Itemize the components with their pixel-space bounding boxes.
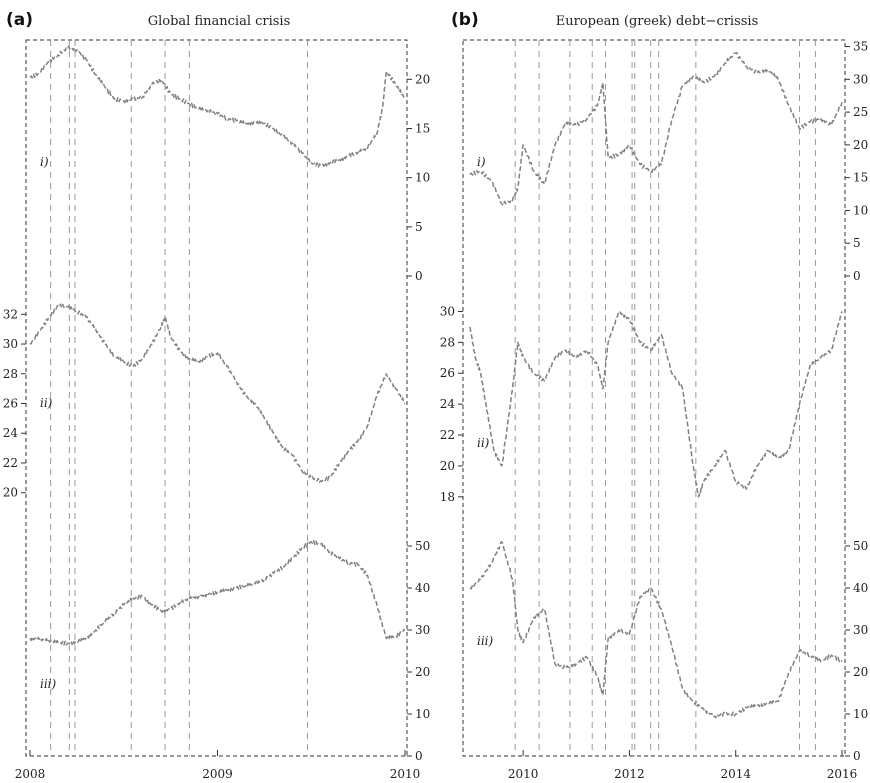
y-tick-label: 20: [853, 138, 868, 152]
x-tick-label: 2012: [614, 767, 645, 781]
y-tick-label: 10: [853, 707, 868, 721]
series-label: ii): [40, 396, 53, 410]
y-tick-label: 25: [853, 105, 868, 119]
y-tick-label: 20: [853, 665, 868, 679]
y-tick-label: 22: [3, 456, 18, 470]
y-tick-label: 15: [415, 122, 430, 136]
panel-frame: [25, 39, 408, 757]
panel-label: (b): [451, 10, 479, 30]
y-tick-label: 26: [440, 366, 455, 380]
y-tick-label: 10: [415, 171, 430, 185]
y-tick-label: 0: [415, 749, 423, 763]
y-tick-label: 20: [440, 459, 455, 473]
y-tick-label: 10: [415, 707, 430, 721]
y-tick-label: 20: [3, 486, 18, 500]
panel-label: (a): [6, 10, 33, 30]
series-label: ii): [477, 436, 490, 450]
y-tick-label: 20: [415, 72, 430, 86]
series-line-ii: [29, 303, 406, 483]
y-tick-label: 28: [440, 335, 455, 349]
y-tick-label: 24: [3, 426, 19, 440]
y-tick-label: 18: [440, 490, 455, 504]
y-tick-label: 30: [853, 623, 868, 637]
y-tick-label: 5: [415, 220, 423, 234]
y-tick-label: 30: [853, 72, 868, 86]
y-tick-label: 5: [853, 236, 861, 250]
y-tick-label: 0: [853, 749, 861, 763]
series-label: iii): [40, 677, 57, 691]
y-tick-label: 24: [440, 397, 456, 411]
y-tick-label: 30: [3, 337, 18, 351]
y-tick-label: 10: [853, 203, 868, 217]
chart-title: European (greek) debt−crissis: [556, 14, 759, 29]
x-tick-label: 2010: [508, 767, 539, 781]
y-tick-label: 20: [415, 665, 430, 679]
y-tick-label: 40: [415, 581, 430, 595]
series-label: i): [477, 155, 486, 169]
x-tick-label: 2008: [15, 767, 46, 781]
y-tick-label: 0: [853, 269, 861, 283]
chart-title: Global financial crisis: [148, 14, 291, 29]
panel-frame: [462, 39, 846, 757]
series-line-iii: [29, 539, 406, 646]
y-tick-label: 50: [415, 539, 430, 553]
series-line-iii: [469, 541, 843, 719]
y-tick-label: 15: [853, 171, 868, 185]
y-tick-label: 28: [3, 367, 18, 381]
y-tick-label: 0: [415, 269, 423, 283]
x-tick-label: 2014: [720, 767, 751, 781]
x-tick-label: 2016: [827, 767, 858, 781]
y-tick-label: 40: [853, 581, 868, 595]
y-tick-label: 26: [3, 397, 18, 411]
y-tick-label: 35: [853, 40, 868, 54]
series-line-i: [29, 45, 406, 168]
x-tick-label: 2009: [202, 767, 233, 781]
y-tick-label: 22: [440, 428, 455, 442]
series-line-ii: [469, 310, 843, 498]
series-label: i): [40, 155, 49, 169]
y-tick-label: 50: [853, 539, 868, 553]
y-tick-label: 30: [415, 623, 430, 637]
y-tick-label: 32: [3, 307, 18, 321]
series-line-i: [469, 52, 843, 207]
x-tick-label: 2010: [390, 767, 421, 781]
series-label: iii): [477, 634, 494, 648]
y-tick-label: 30: [440, 304, 455, 318]
